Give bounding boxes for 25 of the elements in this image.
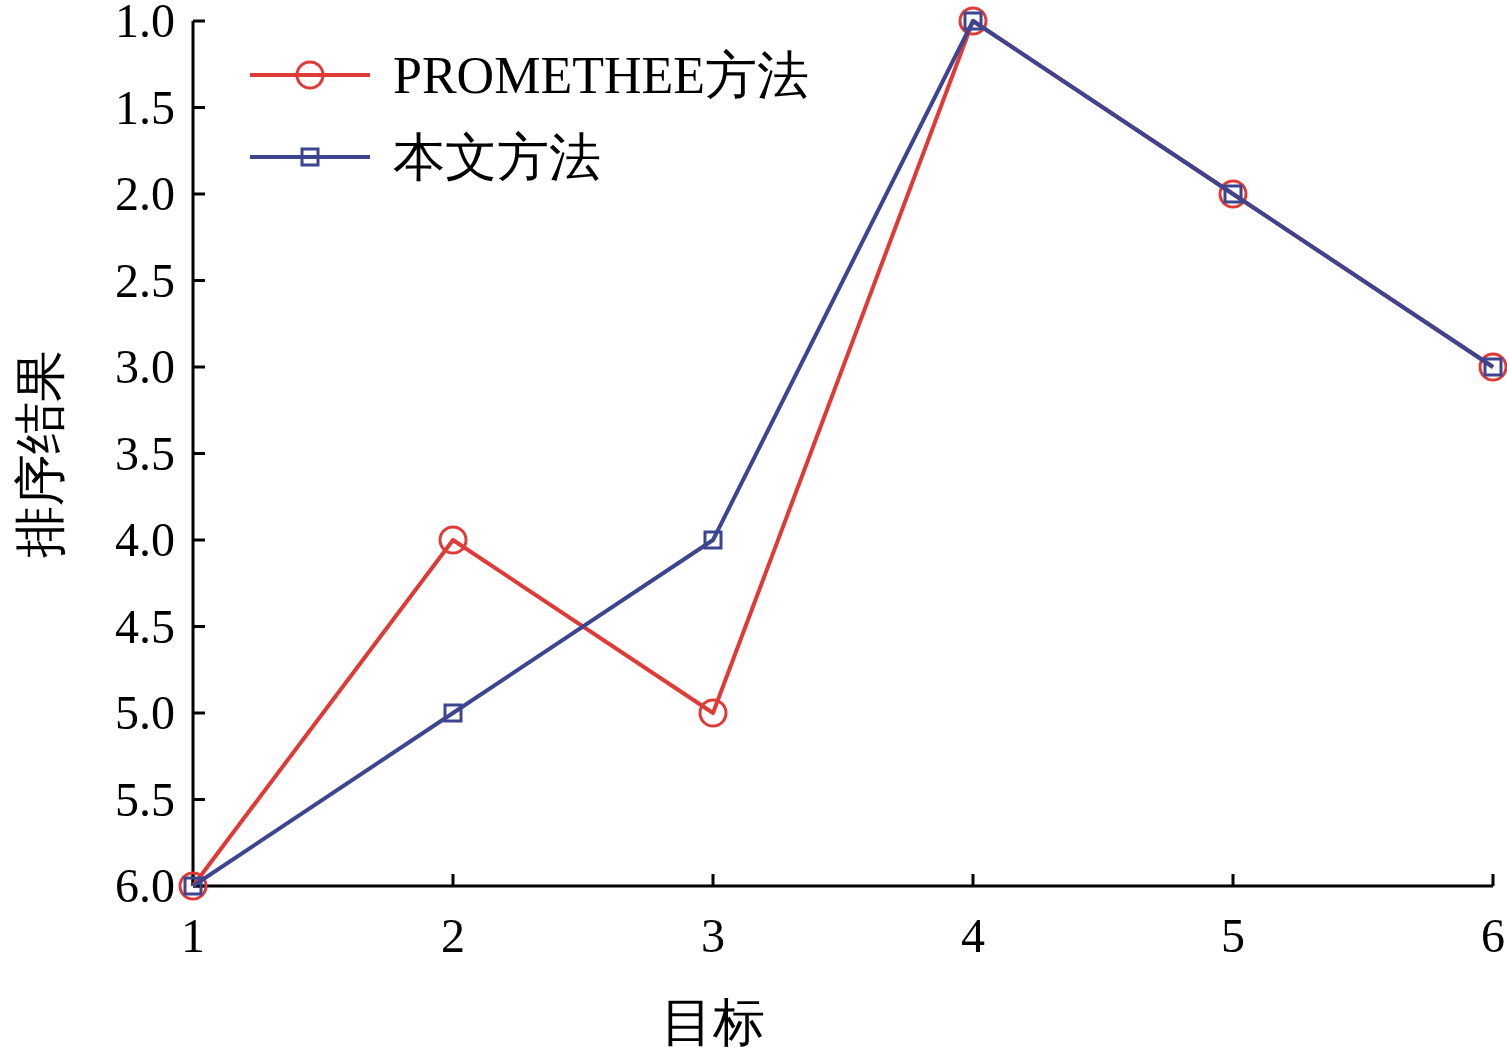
- point: [438, 525, 468, 555]
- x-tick-label: 2: [441, 909, 465, 962]
- y-tick-label: 5.0: [115, 686, 175, 739]
- y-tick-label: 2.5: [115, 253, 175, 307]
- x-tick-label: 3: [701, 909, 725, 962]
- y-tick-label: 2.0: [115, 167, 175, 220]
- y-tick-label: 5.5: [115, 772, 175, 826]
- legend-label: PROMETHEE方法: [393, 47, 809, 104]
- y-axis-title: 排序结果: [12, 349, 69, 558]
- y-tick-label: 3.5: [115, 426, 175, 480]
- y-tick-label: 1.0: [115, 0, 175, 47]
- point: [698, 698, 728, 728]
- x-tick-label: 6: [1481, 909, 1505, 962]
- y-tick-label: 6.0: [115, 859, 175, 912]
- y-tick-label: 4.5: [115, 599, 175, 653]
- x-tick-label: 4: [961, 909, 985, 962]
- y-tick-label: 4.0: [115, 513, 175, 566]
- legend-label: 本文方法: [393, 129, 601, 186]
- x-tick-label: 1: [181, 909, 205, 962]
- x-tick-label: 5: [1221, 909, 1245, 962]
- y-tick-label: 1.5: [115, 80, 175, 134]
- y-tick-label: 3.0: [115, 340, 175, 393]
- x-axis-title: 目标: [661, 994, 765, 1051]
- point: [703, 530, 723, 550]
- point: [443, 703, 463, 723]
